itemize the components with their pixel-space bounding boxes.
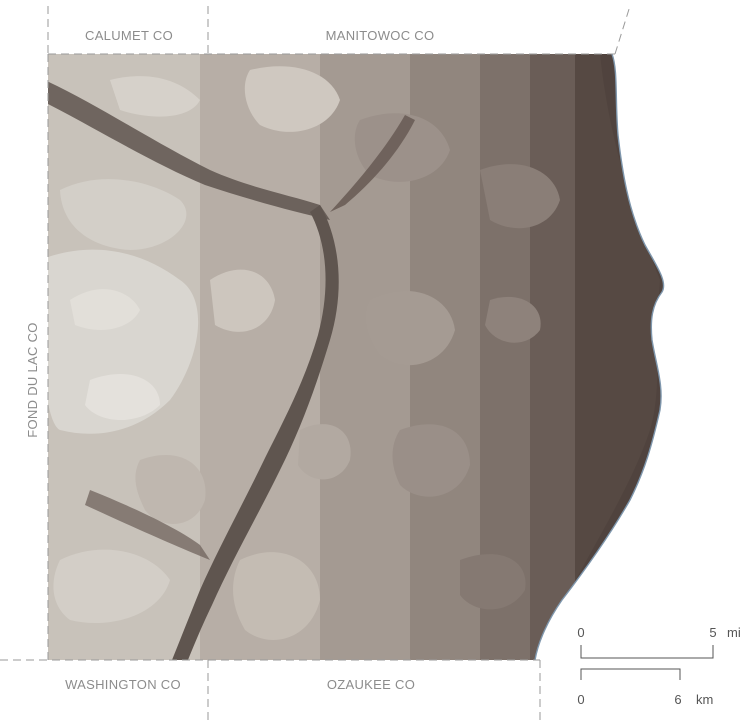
scale-bar: 0 5 mi 0 6 km bbox=[577, 625, 740, 707]
county-label-manitowoc: MANITOWOC CO bbox=[326, 28, 435, 43]
county-label-fond-du-lac: FOND DU LAC CO bbox=[25, 322, 40, 437]
scale-km-start: 0 bbox=[577, 692, 584, 707]
lake-shoreline bbox=[534, 53, 665, 661]
county-label-washington: WASHINGTON CO bbox=[65, 677, 181, 692]
scale-mi-bar bbox=[580, 645, 714, 659]
county-label-ozaukee: OZAUKEE CO bbox=[327, 677, 415, 692]
shaded-relief bbox=[48, 54, 664, 660]
scale-mi-end: 5 bbox=[709, 625, 716, 640]
scale-km-unit: km bbox=[696, 692, 713, 707]
scale-km-bar bbox=[580, 668, 681, 680]
scale-km-end: 6 bbox=[674, 692, 681, 707]
county-label-calumet: CALUMET CO bbox=[85, 28, 173, 43]
scale-mi-start: 0 bbox=[577, 625, 584, 640]
county-boundaries bbox=[0, 5, 631, 720]
scale-mi-unit: mi bbox=[727, 625, 741, 640]
